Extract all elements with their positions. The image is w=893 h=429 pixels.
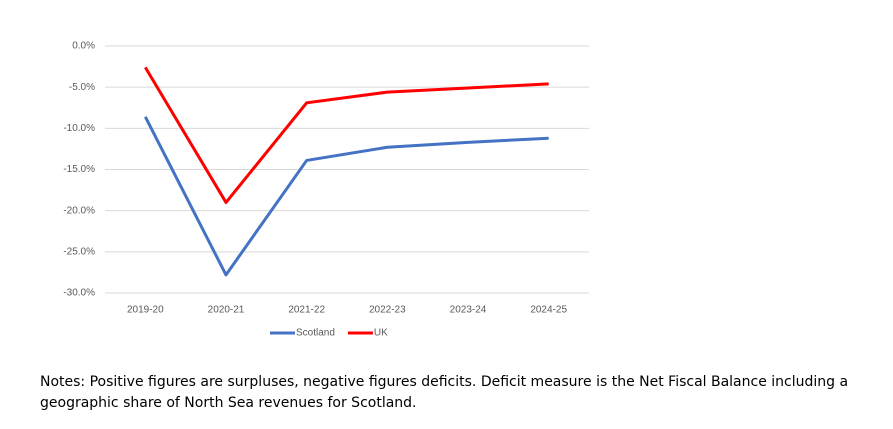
x-tick-label: 2019-20: [127, 305, 164, 316]
x-tick-label: 2023-24: [450, 305, 487, 316]
y-tick-label: -25.0%: [63, 246, 95, 257]
y-tick-label: -30.0%: [63, 288, 95, 299]
y-tick-label: -15.0%: [63, 164, 95, 175]
series-line: [144, 66, 549, 204]
x-tick-label: 2021-22: [288, 305, 325, 316]
series-line: [143, 116, 549, 277]
y-tick-label: -20.0%: [63, 205, 95, 216]
legend-label: Scotland: [296, 328, 335, 339]
legend-label: UK: [374, 328, 388, 339]
chart: 0.0% -5.0% -10.0% -15.0% -20.0% -25.0% -30.0% 2…: [63, 41, 589, 339]
y-tick-label: 0.0%: [72, 41, 95, 52]
x-tick-label: 2022-23: [369, 305, 406, 316]
x-tick-label: 2024-25: [530, 305, 567, 316]
x-tick-label: 2020-21: [208, 305, 245, 316]
y-tick-label: -10.0%: [63, 123, 95, 134]
chart-note: Notes: Positive figures are surpluses, n…: [40, 374, 849, 411]
y-tick-label: -5.0%: [69, 82, 95, 93]
